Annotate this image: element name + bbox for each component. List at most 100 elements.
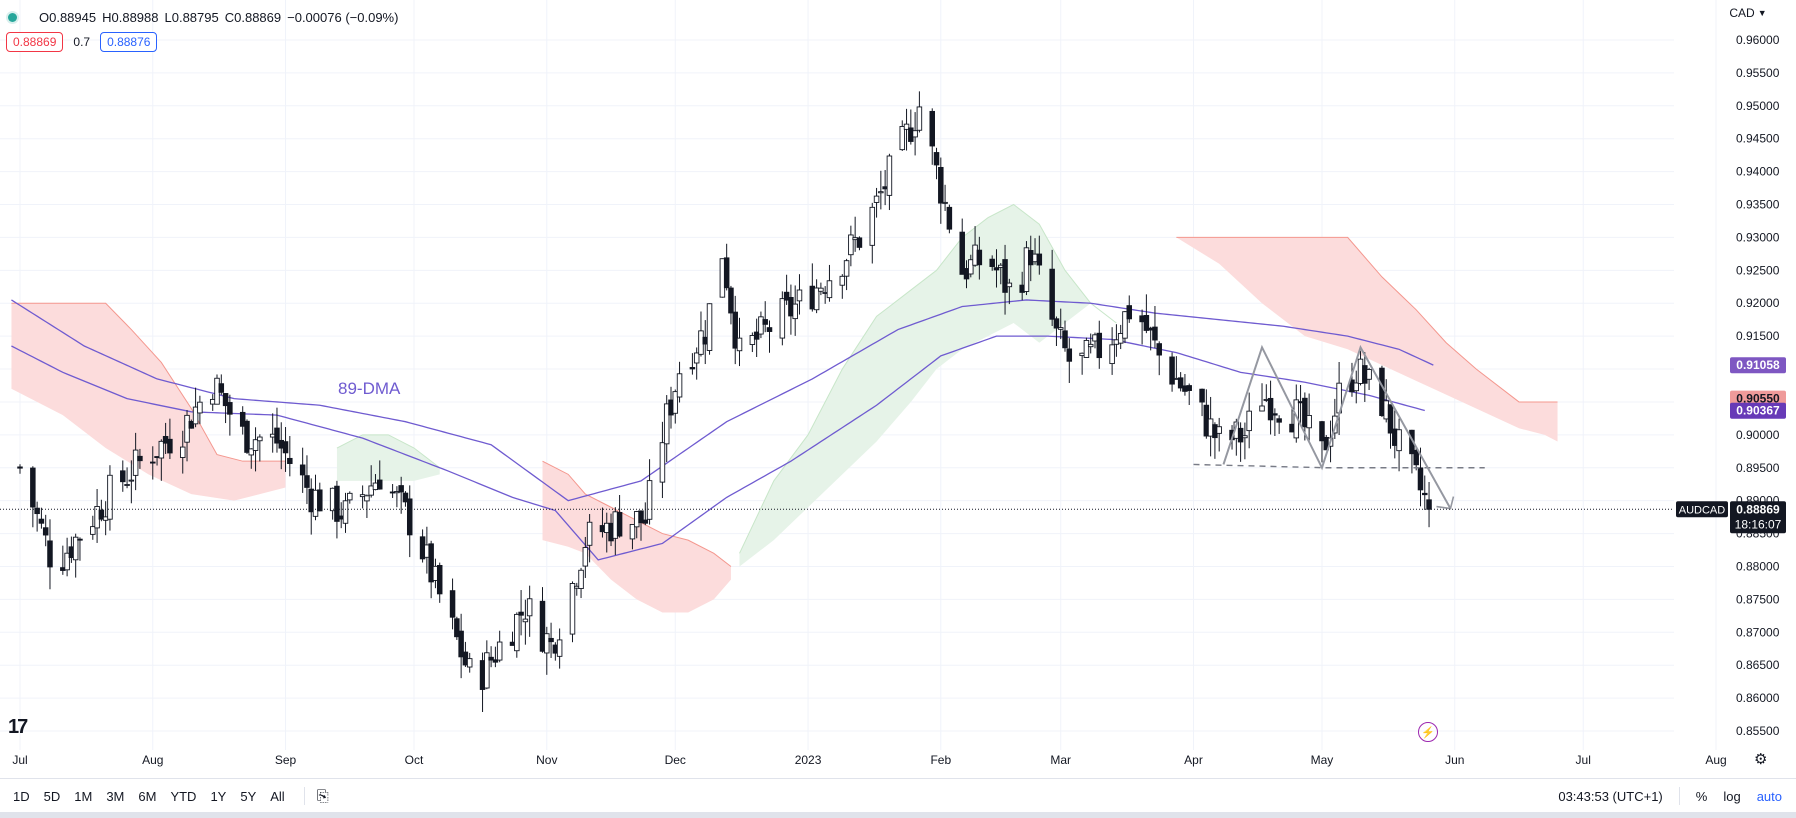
candle-body <box>317 489 323 512</box>
candle-body <box>556 639 563 657</box>
time-axis: Jul Aug Sep Oct Nov Dec 2023 Feb Mar Apr May Jun Jul… <box>12 753 1726 767</box>
price-tag <box>1730 357 1786 374</box>
log-toggle[interactable]: log <box>1723 788 1741 804</box>
last-price-label: 0.88869 <box>1736 502 1780 516</box>
candle-body <box>1083 339 1090 358</box>
candle-body <box>856 237 863 248</box>
y-tick-label: 0.93500 <box>1736 198 1780 212</box>
candle-body <box>488 656 494 661</box>
candle-body <box>938 166 944 204</box>
open-value: O0.88945 <box>39 9 97 25</box>
candle-body <box>899 126 906 151</box>
candle-body <box>1417 467 1424 491</box>
range-button-6m[interactable]: 6M <box>138 788 157 804</box>
ohlc-legend: O0.88945 H0.88988 L0.88795 C0.88869 −0.0… <box>8 4 404 30</box>
candle-body <box>1177 377 1184 389</box>
candle-body <box>90 526 96 535</box>
candle-body <box>569 583 576 635</box>
auto-toggle[interactable]: auto <box>1756 788 1782 804</box>
tradingview-logo[interactable]: 17 <box>8 716 28 738</box>
close-value: C0.88869 <box>224 9 282 25</box>
candle-body <box>299 464 306 476</box>
currency-label: CAD <box>1729 6 1755 20</box>
candle-body <box>436 565 443 595</box>
candle-body <box>222 393 229 407</box>
candle-body <box>1366 369 1372 380</box>
candle-body <box>98 509 105 520</box>
calendar-range-icon[interactable]: ⎘ <box>316 787 329 805</box>
candle-body <box>1126 305 1133 320</box>
candle-body <box>1306 414 1312 429</box>
candle-body <box>548 637 554 643</box>
cloud-red-2-edge <box>1176 236 1558 403</box>
candle-body <box>1156 343 1162 356</box>
price-chart[interactable]: 0.85500 0.86000 0.86500 0.87000 0.87500 0.880… <box>0 0 1796 778</box>
x-tick-label: Feb <box>930 753 951 767</box>
candle-body <box>1006 282 1013 288</box>
candle-body <box>1259 405 1265 412</box>
candle-body <box>886 155 893 196</box>
candle-body <box>749 335 756 345</box>
candle-body <box>1426 499 1432 510</box>
y-tick-label: 0.91500 <box>1736 329 1780 343</box>
candle-body <box>184 414 190 443</box>
ichimoku-cloud <box>11 203 1558 613</box>
range-button-1y[interactable]: 1Y <box>210 788 227 804</box>
candle-body <box>578 569 584 589</box>
candle-body <box>663 403 670 445</box>
y-tick-label: 0.95000 <box>1736 99 1780 113</box>
candle-body <box>158 440 165 459</box>
candle-body <box>1096 332 1103 359</box>
candle-body <box>1066 348 1073 362</box>
range-button-ytd[interactable]: YTD <box>170 788 197 804</box>
candle-body <box>1396 429 1402 452</box>
market-status-icon <box>8 12 17 22</box>
candle-body <box>402 492 409 503</box>
candlesticks <box>17 91 1432 713</box>
head-shoulders-pattern <box>1193 344 1485 510</box>
candle-body <box>1216 426 1222 434</box>
currency-selector[interactable]: CAD ▼ <box>1724 3 1772 23</box>
candle-body <box>753 331 760 340</box>
range-button-all[interactable]: All <box>270 788 285 804</box>
buy-button[interactable]: 0.88876 <box>100 32 158 52</box>
candle-body <box>916 106 923 131</box>
cloud-green-1-edge <box>739 203 1117 554</box>
range-button-5d[interactable]: 5D <box>43 788 61 804</box>
candle-body <box>1036 253 1043 266</box>
countdown-label: 18:16:07 <box>1735 517 1782 531</box>
candle-body <box>347 492 353 501</box>
candle-body <box>1053 318 1060 329</box>
candle-body <box>976 249 983 266</box>
candle-body <box>120 470 126 483</box>
candle-body <box>492 659 499 663</box>
candle-body <box>929 110 935 147</box>
neckline <box>1193 463 1485 469</box>
range-button-1m[interactable]: 1M <box>74 788 93 804</box>
candle-body <box>1276 418 1282 423</box>
range-button-5y[interactable]: 5Y <box>240 788 257 804</box>
y-tick-label: 0.96000 <box>1736 33 1780 47</box>
y-tick-label: 0.89500 <box>1736 461 1780 475</box>
candle-body <box>993 267 1000 271</box>
price-tag <box>1730 402 1786 419</box>
gear-icon[interactable]: ⚙ <box>1754 751 1768 768</box>
candle-body <box>30 467 36 508</box>
price-tag-label: 0.90367 <box>1736 404 1780 418</box>
candle-body <box>912 130 918 138</box>
candle-body <box>514 613 520 652</box>
candle-body <box>252 439 259 451</box>
sell-button[interactable]: 0.88869 <box>6 32 64 52</box>
percent-toggle[interactable]: % <box>1695 788 1708 804</box>
range-button-1d[interactable]: 1D <box>13 788 30 804</box>
range-button-3m[interactable]: 3M <box>106 788 125 804</box>
clock-display[interactable]: 03:43:53 (UTC+1) <box>1558 788 1663 804</box>
candle-body <box>693 352 700 364</box>
candle-body <box>1057 327 1064 330</box>
candle-body <box>449 590 456 618</box>
x-tick-label: Apr <box>1184 753 1203 767</box>
price-axis: 0.85500 0.86000 0.86500 0.87000 0.87500 0.880… <box>1736 33 1780 738</box>
ma-200-line <box>11 299 1434 502</box>
flash-icon[interactable]: ⚡ <box>1418 722 1438 742</box>
